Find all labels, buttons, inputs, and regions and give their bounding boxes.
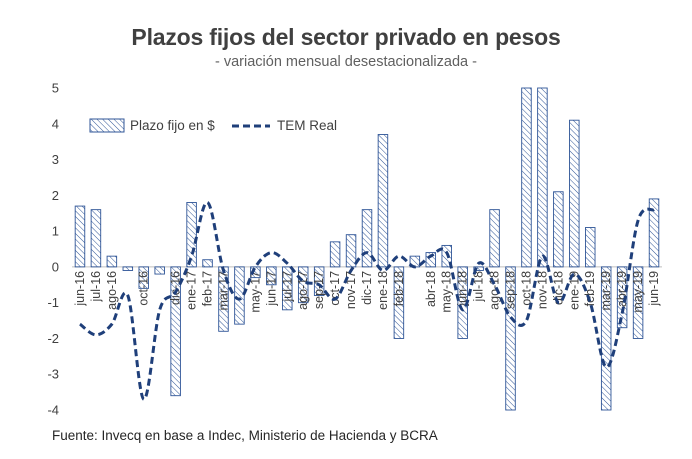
x-tick-label: dic-16 xyxy=(169,271,183,305)
bar-feb-17 xyxy=(202,259,213,268)
bar-dic-18 xyxy=(553,191,564,268)
x-tick-label: ene-19 xyxy=(567,271,581,310)
bar-ene-18 xyxy=(377,134,389,268)
chart-title: Plazos fijos del sector privado en pesos xyxy=(131,24,561,50)
x-tick-label: may-19 xyxy=(631,271,645,313)
bar-series xyxy=(74,87,660,411)
x-tick-label: abr-18 xyxy=(424,271,438,307)
bar-may-19 xyxy=(632,266,644,339)
y-tick-label: 1 xyxy=(52,224,59,239)
x-tick-label: mar-17 xyxy=(216,271,230,311)
x-tick-label: feb-17 xyxy=(201,271,215,306)
source-note: Fuente: Invecq en base a Indec, Minister… xyxy=(52,428,438,443)
x-tick-label: ago-16 xyxy=(105,271,119,310)
bar-abr-18 xyxy=(425,252,437,268)
x-tick-label: oct-16 xyxy=(137,271,151,306)
x-tick-label: ene-17 xyxy=(185,271,199,310)
legend-label-tem-real: TEM Real xyxy=(277,118,337,133)
x-tick-label: ago-18 xyxy=(488,271,502,310)
bar-feb-19 xyxy=(585,227,596,268)
x-tick-label: ago-17 xyxy=(296,271,310,310)
bar-ago-17 xyxy=(297,266,309,304)
x-tick-label: may-18 xyxy=(440,271,454,313)
bar-sep-17 xyxy=(313,266,325,296)
x-tick-label: dic-18 xyxy=(551,271,565,305)
x-tick-label: feb-18 xyxy=(392,271,406,306)
x-tick-label: jul-17 xyxy=(280,271,294,303)
bar-may-17 xyxy=(250,266,261,279)
bar-oct-17 xyxy=(329,241,341,268)
x-tick-label: jul-18 xyxy=(472,271,486,303)
bar-dic-17 xyxy=(361,209,373,268)
x-tick-label: dic-17 xyxy=(360,271,374,305)
bar-nov-18 xyxy=(537,87,548,268)
x-tick-label: nov-18 xyxy=(535,271,549,309)
y-tick-label: 5 xyxy=(52,81,59,96)
x-tick-label: feb-19 xyxy=(583,271,597,306)
x-tick-label: jul-16 xyxy=(89,271,103,303)
x-tick-label: sep-17 xyxy=(312,271,326,309)
y-tick-label: 3 xyxy=(52,152,59,167)
x-tick-label: jun-17 xyxy=(264,271,278,307)
y-tick-label: -4 xyxy=(47,403,59,418)
x-tick-label: ene-18 xyxy=(376,271,390,310)
bar-oct-16 xyxy=(138,266,149,289)
bar-jun-19 xyxy=(648,198,660,268)
legend-label-plazo-fijo: Plazo fijo en $ xyxy=(130,118,215,133)
x-tick-label: jun-19 xyxy=(647,271,661,307)
x-tick-label: jun-16 xyxy=(73,271,87,307)
bar-nov-16 xyxy=(154,266,165,275)
bar-abr-17 xyxy=(234,266,245,325)
x-tick-label: oct-18 xyxy=(519,271,533,306)
bar-dic-16 xyxy=(170,266,181,397)
bar-ene-19 xyxy=(569,119,580,268)
y-tick-label: 2 xyxy=(52,188,59,203)
y-tick-label: -3 xyxy=(47,367,59,382)
bar-jul-16 xyxy=(90,209,102,268)
bar-jun-16 xyxy=(74,205,86,268)
legend-swatch-plazo-fijo xyxy=(89,118,125,133)
x-tick-label: sep-18 xyxy=(504,271,518,309)
x-tick-label: may-17 xyxy=(248,271,262,313)
chart-subtitle: - variación mensual desestacionalizada - xyxy=(215,54,477,70)
bar-sep-18 xyxy=(505,266,516,411)
y-tick-label: -2 xyxy=(47,331,59,346)
y-tick-label: -1 xyxy=(47,295,59,310)
x-tick-label: mar-19 xyxy=(599,271,613,311)
bar-oct-18 xyxy=(521,87,532,268)
y-tick-label: 0 xyxy=(52,259,59,274)
bar-abr-19 xyxy=(616,266,628,329)
bar-sep-16 xyxy=(122,266,134,271)
bar-jul-17 xyxy=(282,266,293,311)
bar-ago-18 xyxy=(489,209,500,268)
bar-ene-17 xyxy=(186,202,197,268)
bar-jun-17 xyxy=(266,266,277,286)
legend: Plazo fijo en $ TEM Real xyxy=(89,118,337,133)
tem-real-line xyxy=(79,200,655,401)
bar-mar-19 xyxy=(600,266,612,411)
bar-jul-18 xyxy=(473,266,484,271)
bar-feb-18 xyxy=(393,266,405,339)
y-tick-label: 4 xyxy=(52,116,59,131)
y-axis: 5 4 3 2 1 0 -1 -2 -3 -4 xyxy=(47,81,59,418)
bar-nov-17 xyxy=(345,234,357,268)
bar-ago-16 xyxy=(106,255,118,268)
